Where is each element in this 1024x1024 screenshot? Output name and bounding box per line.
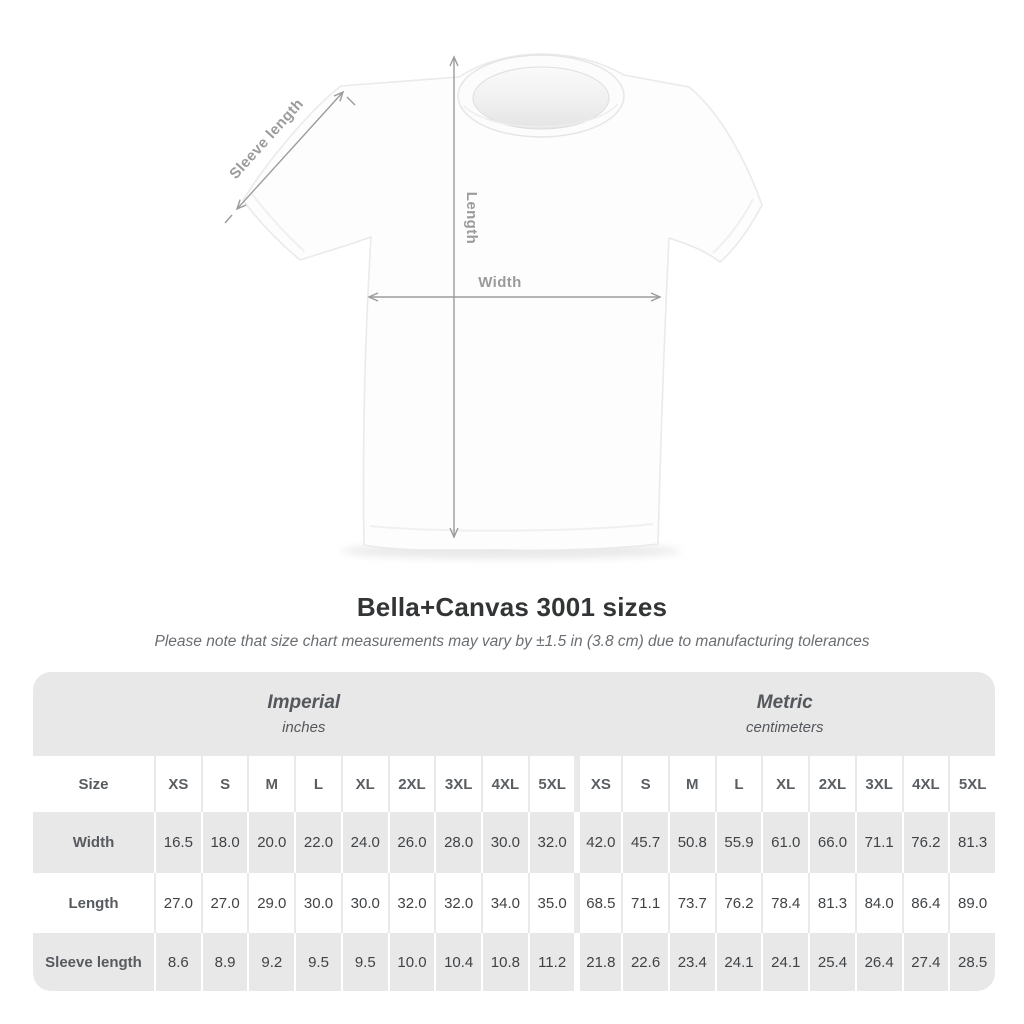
metric-size-header: S — [621, 756, 668, 812]
width-imperial-value: 22.0 — [294, 812, 341, 873]
metric-size-header: 4XL — [901, 756, 949, 812]
sleeve-metric-value: 22.6 — [621, 933, 668, 991]
metric-size-header: 2XL — [808, 756, 855, 812]
metric-size-header: XL — [761, 756, 808, 812]
imperial-size-header: S — [200, 756, 248, 812]
collar-rim-stitch — [463, 103, 619, 128]
length-metric-value: 71.1 — [621, 873, 668, 933]
length-metric-value: 73.7 — [667, 873, 715, 933]
sleeve-metric-value: 24.1 — [714, 933, 762, 991]
imperial-size-header: L — [294, 756, 341, 812]
length-imperial-value: 30.0 — [340, 873, 388, 933]
width-imperial-value: 26.0 — [387, 812, 435, 873]
sleeve-imperial-value: 9.5 — [294, 933, 341, 991]
length-imperial-value: 29.0 — [247, 873, 294, 933]
width-metric-value: 66.0 — [808, 812, 855, 873]
length-imperial-value: 27.0 — [200, 873, 248, 933]
sleeve-metric-value: 26.4 — [854, 933, 902, 991]
width-imperial-value: 30.0 — [481, 812, 528, 873]
length-metric-value: 81.3 — [808, 873, 855, 933]
width-imperial-value: 18.0 — [200, 812, 248, 873]
width-metric-value: 45.7 — [621, 812, 668, 873]
length-metric-value: 78.4 — [761, 873, 808, 933]
imperial-size-header: XL — [340, 756, 388, 812]
width-row: Width 16.5 18.0 20.0 22.0 24.0 26.0 28.0 30.0 32… — [33, 812, 995, 873]
metric-group-header: Metric centimeters — [575, 672, 996, 756]
width-imperial-value: 28.0 — [434, 812, 481, 873]
length-imperial-value: 34.0 — [481, 873, 528, 933]
sleeve-dimension-line — [224, 90, 356, 224]
length-metric-value: 76.2 — [714, 873, 762, 933]
page-title: Bella+Canvas 3001 sizes — [356, 592, 668, 622]
sleeve-metric-value: 27.4 — [901, 933, 949, 991]
size-header-row: Size XS S M L XL 2XL 3XL 4XL 5XL XS S M L XL 2XL 3XL 4X… — [33, 756, 995, 812]
imperial-size-header: 4XL — [481, 756, 528, 812]
sleeve-metric-value: 28.5 — [948, 933, 995, 991]
tshirt-diagram: Sleeve length Length Width — [224, 53, 763, 559]
length-label: Length — [463, 192, 480, 244]
row-label-sleeve-length: Sleeve length — [45, 953, 142, 971]
imperial-size-header: M — [247, 756, 294, 812]
length-metric-value: 89.0 — [948, 873, 995, 933]
length-metric-value: 86.4 — [901, 873, 949, 933]
metric-size-header: L — [714, 756, 762, 812]
width-metric-value: 42.0 — [574, 812, 621, 873]
metric-size-header: 5XL — [948, 756, 995, 812]
length-row: Length 27.0 27.0 29.0 30.0 30.0 32.0 32.0 34.0 3… — [33, 873, 995, 933]
imperial-title: Imperial — [267, 692, 341, 713]
size-column-header: Size — [78, 775, 109, 793]
length-imperial-value: 35.0 — [527, 873, 575, 933]
tshirt-illustration — [242, 53, 763, 552]
sleeve-imperial-value: 8.6 — [154, 933, 201, 991]
sleeve-metric-value: 21.8 — [574, 933, 621, 991]
sleeve-imperial-value: 11.2 — [527, 933, 575, 991]
width-metric-value: 81.3 — [948, 812, 995, 873]
width-label: Width — [478, 274, 522, 291]
width-metric-value: 76.2 — [901, 812, 949, 873]
metric-size-header: M — [667, 756, 715, 812]
width-imperial-value: 32.0 — [527, 812, 575, 873]
sleeve-imperial-value: 8.9 — [200, 933, 248, 991]
metric-unit: centimeters — [745, 719, 824, 736]
imperial-size-header: 5XL — [527, 756, 575, 812]
metric-size-header: XS — [574, 756, 621, 812]
length-imperial-value: 32.0 — [434, 873, 481, 933]
row-label-width: Width — [72, 834, 115, 851]
sleeve-metric-value: 25.4 — [808, 933, 855, 991]
length-metric-value: 68.5 — [574, 873, 621, 933]
imperial-size-header: XS — [154, 756, 201, 812]
sleeve-imperial-value: 9.2 — [247, 933, 294, 991]
sleeve-imperial-value: 10.0 — [387, 933, 435, 991]
imperial-group-header: Imperial inches — [33, 672, 575, 756]
size-chart-table: Imperial inches Metric centimeters Size … — [33, 672, 995, 991]
collar-opening — [472, 66, 610, 130]
metric-size-header: 3XL — [854, 756, 902, 812]
length-imperial-value: 32.0 — [387, 873, 435, 933]
width-imperial-value: 20.0 — [247, 812, 294, 873]
sleeve-imperial-value: 10.8 — [481, 933, 528, 991]
width-imperial-value: 16.5 — [154, 812, 201, 873]
unit-group-header-row: Imperial inches Metric centimeters — [33, 672, 995, 756]
width-imperial-value: 24.0 — [340, 812, 388, 873]
length-imperial-value: 27.0 — [154, 873, 201, 933]
width-metric-value: 55.9 — [714, 812, 762, 873]
width-metric-value: 71.1 — [854, 812, 902, 873]
length-metric-value: 84.0 — [854, 873, 902, 933]
imperial-size-header: 3XL — [434, 756, 481, 812]
sleeve-metric-value: 23.4 — [667, 933, 715, 991]
row-label-length: Length — [68, 894, 119, 912]
length-imperial-value: 30.0 — [294, 873, 341, 933]
tolerance-note: Please note that size chart measurements… — [154, 633, 870, 650]
width-metric-value: 61.0 — [761, 812, 808, 873]
sleeve-imperial-value: 9.5 — [340, 933, 388, 991]
imperial-size-header: 2XL — [387, 756, 435, 812]
imperial-unit: inches — [282, 719, 326, 736]
hem-stitch — [369, 523, 654, 532]
width-metric-value: 50.8 — [667, 812, 715, 873]
sleeve-metric-value: 24.1 — [761, 933, 808, 991]
sleeve-length-row: Sleeve length 8.6 8.9 9.2 9.5 9.5 10.0 10.4 10.… — [33, 933, 995, 991]
sleeve-imperial-value: 10.4 — [434, 933, 481, 991]
right-cuff-stitch — [712, 198, 754, 254]
metric-title: Metric — [756, 692, 813, 713]
